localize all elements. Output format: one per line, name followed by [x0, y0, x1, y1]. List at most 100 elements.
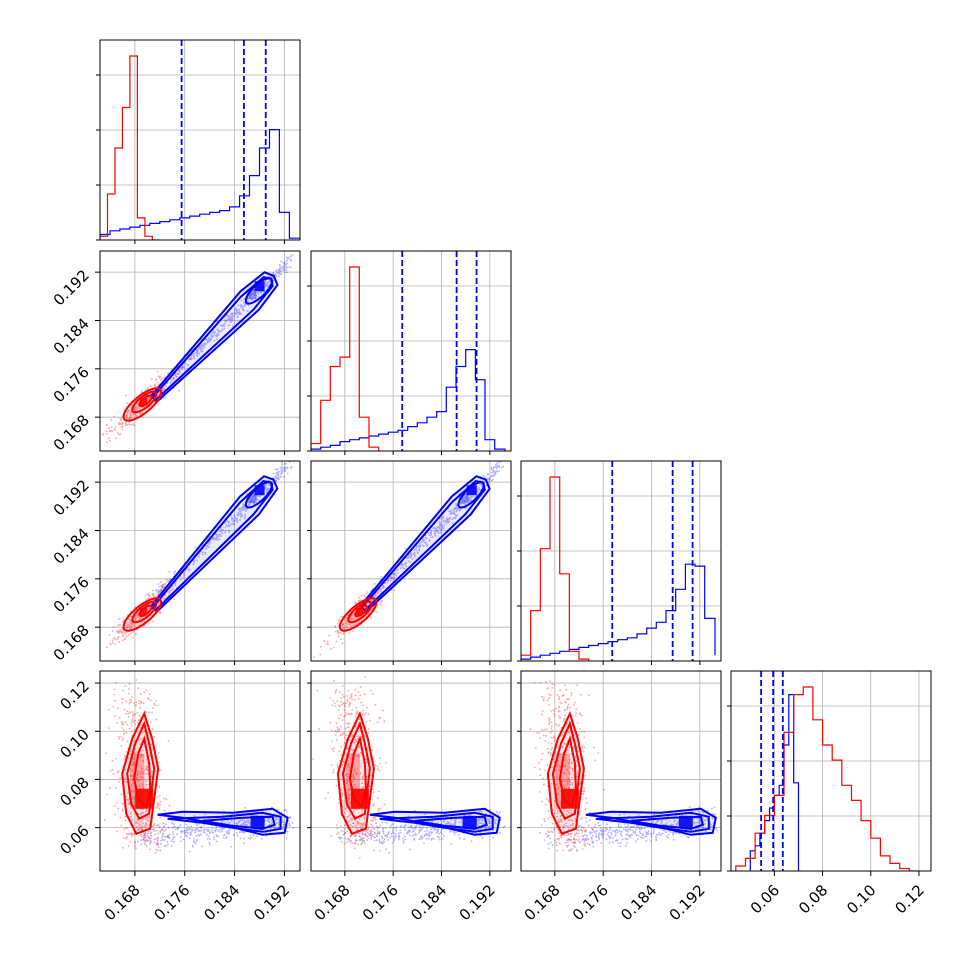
x-tick-label: 0.176 — [569, 881, 612, 924]
red-contour-3 — [138, 604, 153, 618]
blue-density-peak — [678, 815, 693, 828]
y-tick-label: 0.168 — [50, 411, 93, 454]
x-tick-label: 0.184 — [200, 881, 243, 924]
red-contour-3 — [558, 735, 577, 809]
blue-density-peak — [462, 815, 477, 828]
blue-contour-3 — [202, 815, 276, 830]
hist-panel-4 — [727, 670, 932, 872]
x-axis-col-4: 0.06 0.08 0.10 0.12 — [747, 871, 928, 917]
blue-contour-3 — [630, 815, 704, 830]
red-contour-3 — [133, 735, 152, 809]
panel-border — [99, 460, 301, 662]
scatter-panel-r3-c1 — [99, 460, 301, 662]
red-histogram-3 — [521, 476, 590, 661]
blue-contour-2 — [595, 811, 710, 833]
red-contour-2 — [131, 600, 158, 624]
x-tick-label: 0.10 — [843, 881, 879, 917]
x-tick-label: 0.12 — [891, 881, 927, 917]
blue-contour-1 — [149, 475, 279, 614]
blue-histogram-3 — [521, 563, 716, 661]
y-axis-row-2: 0.168 0.176 0.184 0.192 — [50, 266, 100, 454]
x-tick-label: 0.184 — [617, 881, 660, 924]
x-tick-label: 0.08 — [795, 881, 831, 917]
y-tick-label: 0.184 — [50, 315, 93, 358]
red-density-peak — [140, 398, 148, 406]
panel-border — [99, 39, 301, 241]
red-contour-2 — [347, 600, 373, 624]
red-density-fill — [555, 753, 570, 809]
x-tick-label: 0.176 — [150, 881, 193, 924]
y-tick-label: 0.192 — [50, 266, 93, 309]
red-contour-2 — [341, 720, 371, 821]
blue-density-peak — [254, 281, 265, 292]
red-density-peak — [140, 608, 148, 616]
panel-border — [310, 250, 512, 452]
panel-border — [310, 670, 512, 872]
blue-contour-1 — [149, 271, 279, 404]
red-contour-2 — [126, 720, 156, 821]
blue-contour-3 — [244, 481, 274, 509]
red-density-fill — [345, 753, 360, 809]
y-tick-label: 0.176 — [50, 573, 93, 616]
red-density-peak — [355, 608, 363, 616]
blue-density-fill — [246, 493, 257, 504]
panel-border — [99, 670, 301, 872]
y-tick-label: 0.10 — [56, 725, 92, 761]
blue-contour-2 — [167, 811, 282, 833]
scatter-panel-r4-c2 — [310, 670, 512, 872]
blue-contour-2 — [379, 811, 494, 833]
blue-density-fill — [246, 289, 257, 300]
x-tick-label: 0.168 — [311, 881, 354, 924]
panel-border — [520, 670, 722, 872]
red-contour-3 — [354, 604, 368, 618]
blue-histogram-1 — [100, 129, 300, 240]
x-tick-label: 0.06 — [747, 881, 783, 917]
gridlines — [311, 251, 511, 451]
y-tick-label: 0.168 — [50, 621, 93, 664]
y-tick-label: 0.12 — [56, 677, 92, 713]
x-tick-label: 0.192 — [666, 881, 709, 924]
blue-density-fill — [458, 493, 469, 504]
panel-border — [730, 670, 932, 872]
blue-contour-3 — [414, 815, 488, 830]
x-tick-label: 0.168 — [101, 881, 144, 924]
red-histogram-4 — [735, 686, 919, 871]
y-tick-label: 0.08 — [56, 774, 92, 810]
y-tick-label: 0.06 — [56, 822, 92, 858]
red-density-fill — [130, 753, 145, 809]
hist-panel-2 — [307, 250, 512, 452]
scatter-panel-r3-c2 — [310, 460, 512, 662]
hist-panel-1 — [96, 39, 301, 241]
y-tick-label: 0.176 — [50, 363, 93, 406]
panel-border — [99, 250, 301, 452]
y-tick-label: 0.184 — [50, 525, 93, 568]
red-contour-2 — [551, 720, 581, 821]
panel-border — [310, 460, 512, 662]
blue-contour-3 — [457, 481, 485, 509]
gridlines — [100, 40, 300, 240]
x-tick-label: 0.176 — [359, 881, 402, 924]
y-tick-label: 0.192 — [50, 476, 93, 519]
x-tick-label: 0.168 — [521, 881, 564, 924]
panel-border — [520, 460, 722, 662]
red-contour-3 — [138, 394, 153, 408]
red-contour-3 — [348, 735, 367, 809]
gridlines — [521, 461, 721, 661]
scatter-panel-r4-c3 — [520, 670, 722, 872]
blue-density-peak — [250, 815, 265, 828]
blue-density-peak — [254, 485, 265, 496]
hist-panel-3 — [517, 460, 722, 662]
red-histogram-1 — [100, 55, 160, 240]
blue-density-peak — [466, 485, 477, 496]
scatter-panel-r2-c1 — [99, 250, 301, 452]
red-histogram-2 — [311, 266, 380, 451]
x-tick-label: 0.192 — [456, 881, 499, 924]
blue-histogram-2 — [311, 349, 506, 451]
blue-contour-1 — [358, 475, 491, 614]
blue-contour-3 — [244, 277, 274, 305]
scatter-panel-r4-c1 — [99, 670, 301, 872]
x-tick-label: 0.192 — [250, 881, 293, 924]
red-contour-2 — [131, 390, 158, 414]
x-tick-label: 0.184 — [407, 881, 450, 924]
